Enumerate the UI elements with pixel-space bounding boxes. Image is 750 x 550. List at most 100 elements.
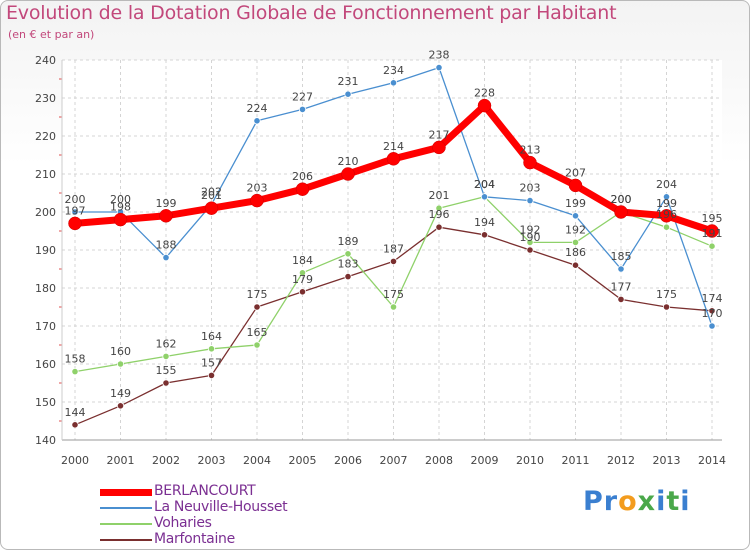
x-tick-label: 2004 (243, 454, 271, 467)
legend-label: La Neuville-Housset (154, 499, 288, 515)
data-point-voharies (116, 360, 125, 368)
x-tick-label: 2003 (198, 454, 226, 467)
data-point-la-neuville-housset (389, 79, 398, 87)
data-label-berlancourt: 213 (520, 144, 541, 157)
data-point-la-neuville-housset (480, 193, 489, 201)
legend-swatch-la-neuville-housset (100, 507, 152, 509)
y-tick-label: 150 (35, 396, 56, 409)
data-label-voharies: 162 (156, 337, 177, 350)
data-label-berlancourt: 200 (611, 193, 632, 206)
legend-label: Voharies (154, 515, 212, 531)
chart-subtitle: (en € et par an) (8, 28, 95, 41)
data-label-la-neuville-housset: 200 (110, 193, 131, 206)
data-label-berlancourt: 206 (292, 170, 313, 183)
data-point-la-neuville-housset (298, 105, 307, 114)
x-tick-label: 2005 (289, 454, 317, 467)
data-label-berlancourt: 210 (338, 155, 359, 168)
data-label-la-neuville-housset: 234 (383, 64, 404, 77)
data-label-marfontaine: 174 (702, 292, 723, 305)
data-point-voharies (708, 242, 716, 250)
proxiti-logo: Proxiti (583, 486, 691, 517)
data-label-marfontaine: 190 (520, 231, 541, 244)
data-label-voharies: 201 (429, 189, 450, 202)
data-point-berlancourt (523, 155, 537, 170)
data-label-la-neuville-housset: 200 (65, 193, 86, 206)
data-point-berlancourt (68, 216, 82, 231)
data-label-la-neuville-housset: 227 (292, 90, 313, 103)
data-label-voharies: 175 (383, 288, 404, 301)
data-label-berlancourt: 217 (429, 128, 450, 141)
data-label-berlancourt: 201 (201, 189, 222, 202)
y-tick-label: 230 (35, 92, 56, 105)
data-point-la-neuville-housset (71, 208, 79, 216)
data-label-marfontaine: 175 (247, 288, 268, 301)
data-point-berlancourt (159, 209, 173, 223)
y-tick-label: 140 (35, 434, 56, 447)
logo-part: i (680, 486, 691, 517)
y-tick-label: 180 (35, 282, 56, 295)
x-tick-label: 2007 (380, 454, 408, 467)
data-label-la-neuville-housset: 203 (520, 182, 541, 195)
data-label-voharies: 164 (201, 330, 222, 343)
data-point-berlancourt (250, 193, 264, 208)
data-label-voharies: 184 (292, 254, 313, 267)
data-point-marfontaine (708, 307, 716, 315)
data-point-berlancourt (432, 140, 446, 155)
data-label-la-neuville-housset: 188 (156, 239, 177, 252)
legend-label: BERLANCOURT (154, 483, 256, 499)
data-point-la-neuville-housset (617, 265, 625, 273)
data-point-marfontaine (662, 303, 671, 311)
data-point-la-neuville-housset (253, 117, 261, 125)
data-point-la-neuville-housset (162, 254, 170, 262)
data-label-voharies: 192 (520, 223, 541, 236)
data-label-la-neuville-housset: 199 (565, 197, 586, 210)
data-point-la-neuville-housset (571, 212, 580, 220)
data-label-voharies: 158 (65, 353, 86, 366)
data-point-marfontaine (435, 223, 443, 231)
data-label-voharies: 192 (565, 223, 586, 236)
data-point-la-neuville-housset (435, 64, 443, 72)
data-point-marfontaine (162, 379, 170, 387)
data-point-voharies (435, 204, 443, 212)
data-point-berlancourt (204, 201, 219, 215)
y-tick-label: 240 (35, 54, 56, 67)
data-label-marfontaine: 175 (656, 288, 677, 301)
data-point-berlancourt (113, 212, 128, 227)
data-point-marfontaine (116, 402, 125, 410)
y-tick-label: 210 (35, 168, 56, 181)
data-label-voharies: 191 (702, 227, 723, 240)
data-label-la-neuville-housset: 231 (338, 75, 359, 88)
data-point-berlancourt (295, 182, 310, 196)
data-point-berlancourt (614, 205, 628, 219)
data-point-la-neuville-housset (662, 193, 671, 201)
data-label-marfontaine: 177 (611, 280, 632, 293)
data-point-voharies (526, 238, 534, 246)
data-point-marfontaine (71, 421, 79, 429)
data-point-berlancourt (341, 167, 355, 181)
data-label-marfontaine: 179 (292, 273, 313, 286)
data-point-la-neuville-housset (526, 197, 534, 205)
logo-part: t (666, 486, 681, 517)
data-point-berlancourt (386, 152, 401, 166)
data-point-marfontaine (571, 261, 580, 269)
data-point-voharies (344, 250, 352, 258)
data-label-la-neuville-housset: 170 (702, 307, 723, 320)
data-label-berlancourt: 195 (702, 212, 723, 225)
data-label-la-neuville-housset: 204 (474, 178, 495, 191)
data-label-la-neuville-housset: 185 (611, 250, 632, 263)
x-tick-label: 2006 (334, 454, 362, 467)
data-point-berlancourt (659, 209, 674, 223)
data-label-la-neuville-housset: 202 (201, 185, 222, 198)
data-point-marfontaine (207, 371, 216, 379)
y-tick-label: 170 (35, 320, 56, 333)
data-point-voharies (71, 367, 79, 376)
x-tick-label: 2013 (653, 454, 681, 467)
data-point-voharies (389, 303, 398, 311)
data-point-marfontaine (617, 295, 625, 303)
logo-part: Pr (583, 486, 619, 517)
data-point-la-neuville-housset (344, 90, 352, 98)
data-label-marfontaine: 186 (565, 246, 586, 259)
data-point-berlancourt (477, 98, 492, 113)
data-point-marfontaine (253, 303, 261, 311)
x-tick-label: 2002 (152, 454, 180, 467)
